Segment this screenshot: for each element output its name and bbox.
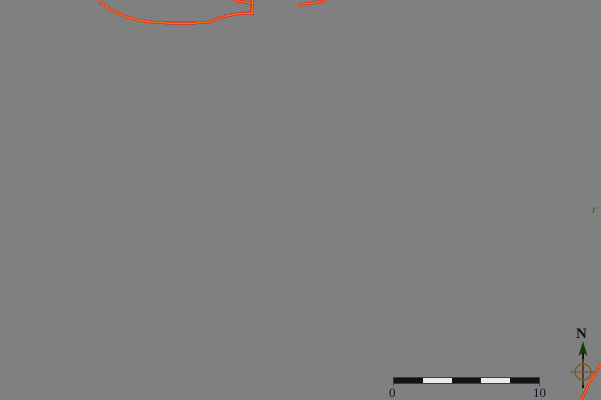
scale-bar-segment xyxy=(452,378,481,383)
scale-bar-segment xyxy=(423,378,452,383)
scale-bar-track xyxy=(393,377,540,384)
feature-label-clipped: r xyxy=(592,202,597,216)
scale-bar-segment xyxy=(394,378,423,383)
scale-bar-tick xyxy=(539,384,540,387)
map-feature-layer xyxy=(97,0,601,400)
map-feature-road-southeast[interactable] xyxy=(580,363,601,400)
map-feature-road-west[interactable] xyxy=(97,0,253,24)
north-arrow-letter: N xyxy=(576,326,587,342)
north-arrow: N xyxy=(564,325,601,400)
map-feature-road-west-spur[interactable] xyxy=(231,0,253,4)
scale-bar-label-end: 10 xyxy=(533,385,546,400)
scale-bar-label-start: 0 xyxy=(389,385,396,400)
north-arrow-head-icon xyxy=(578,341,588,356)
scale-bar-segment xyxy=(481,378,510,383)
scale-bar-segment xyxy=(510,378,539,383)
map-feature-road-west-halo xyxy=(98,0,254,25)
map-feature-road-east-fragment[interactable] xyxy=(297,0,330,7)
scale-bar-tick xyxy=(393,384,394,387)
scale-bar: 0 10 xyxy=(389,377,546,400)
